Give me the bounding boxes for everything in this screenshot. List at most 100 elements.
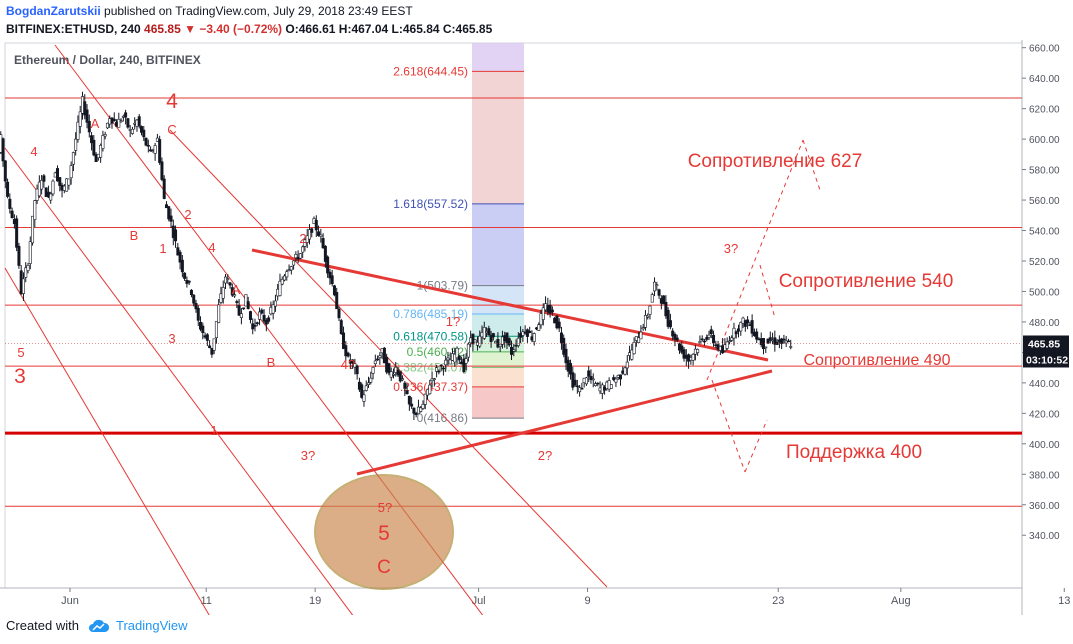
- last-price: 465.85: [144, 22, 181, 36]
- candle-body: [189, 289, 193, 296]
- candle-body: [666, 310, 670, 327]
- candle-body: [489, 335, 493, 342]
- candle-body: [56, 168, 60, 182]
- fib-level-label: 0.786(485.19): [393, 307, 468, 321]
- y-tick-label: 620.00: [1029, 105, 1060, 116]
- candle-body: [337, 308, 341, 319]
- candle-body: [149, 149, 153, 152]
- candle-body: [550, 309, 554, 313]
- fib-band: [472, 203, 524, 286]
- annotation-label: A: [232, 282, 241, 297]
- candle-body: [235, 301, 239, 303]
- candle-body: [40, 180, 44, 190]
- candle-body: [137, 116, 141, 127]
- candle-body: [360, 384, 364, 398]
- candle-body: [126, 118, 130, 128]
- candle-body: [99, 144, 103, 158]
- candle-body: [10, 210, 14, 219]
- candle-body: [194, 303, 198, 310]
- candle-body: [378, 355, 382, 358]
- candle-body: [435, 367, 439, 372]
- annotation-label: 3: [14, 365, 26, 388]
- candle-body: [160, 161, 164, 180]
- candle-body: [76, 121, 80, 140]
- candle-body: [589, 376, 593, 380]
- y-tick-label: 380.00: [1029, 470, 1060, 481]
- candle-body: [662, 295, 666, 305]
- annotation-label: C: [377, 557, 391, 578]
- author-name[interactable]: BogdanZarutskii: [6, 4, 101, 18]
- x-tick-label: Aug: [891, 595, 911, 607]
- candle-body: [700, 338, 704, 341]
- candle-body: [650, 294, 654, 303]
- candle-body: [727, 340, 731, 343]
- annotation-label: 2: [299, 231, 306, 246]
- annotation-label: 3: [168, 331, 175, 346]
- candle-body: [278, 280, 282, 296]
- candle-body: [743, 320, 747, 327]
- candle-body: [559, 332, 563, 343]
- candle-body: [641, 327, 645, 330]
- candle-body: [192, 294, 196, 304]
- candle-body: [403, 382, 407, 389]
- candle-body: [85, 109, 89, 123]
- candle-body: [146, 145, 150, 147]
- candle-body: [512, 349, 516, 352]
- ohlc-low: L:465.84: [391, 22, 440, 36]
- fib-level-label: 0(416.86): [417, 411, 468, 425]
- annotation-label: 5?: [378, 500, 392, 515]
- candle-body: [623, 367, 627, 375]
- price-chart[interactable]: 340.00360.00380.00400.00420.00440.00460.…: [0, 40, 1073, 615]
- candle-body: [516, 337, 520, 346]
- candle-body: [362, 394, 366, 402]
- candle-body: [466, 343, 470, 358]
- candle-body: [355, 365, 359, 375]
- candle-body: [491, 333, 495, 338]
- candle-body: [464, 358, 468, 364]
- candle-body: [764, 346, 768, 349]
- candle-body: [289, 266, 293, 271]
- y-tick-label: 440.00: [1029, 379, 1060, 390]
- candle-body: [548, 304, 552, 314]
- tradingview-logo[interactable]: TradingView: [88, 618, 188, 633]
- candle-body: [187, 280, 191, 283]
- candle-body: [140, 126, 144, 133]
- candle-body: [521, 331, 525, 336]
- candle-body: [702, 340, 706, 343]
- symbol-info: BITFINEX:ETHUSD, 240 465.85 ▼ −3.40 (−0.…: [6, 22, 492, 36]
- x-tick-label: 23: [772, 595, 784, 607]
- annotation-label: 1: [210, 423, 217, 438]
- candle-body: [775, 341, 779, 345]
- annotation-label: Сопротивление 627: [688, 151, 863, 172]
- candle-body: [319, 234, 323, 237]
- projection-dashed-line: [711, 379, 746, 473]
- candle-body: [569, 363, 573, 375]
- candle-body: [292, 260, 296, 266]
- candle-body: [755, 331, 759, 340]
- candle-body: [49, 193, 53, 201]
- candle-body: [112, 118, 116, 122]
- candle-body: [330, 275, 334, 285]
- candle-body: [298, 253, 302, 259]
- candle-body: [74, 138, 78, 151]
- annotation-label: 1?: [446, 314, 460, 329]
- candle-body: [167, 206, 171, 220]
- candle-body: [446, 357, 450, 361]
- candle-body: [51, 180, 55, 195]
- ohlc-close: C:465.85: [442, 22, 493, 36]
- y-tick-label: 400.00: [1029, 440, 1060, 451]
- annotation-label: C: [167, 122, 176, 137]
- last-price-label: 465.85: [1028, 338, 1060, 350]
- candle-body: [705, 337, 709, 340]
- candle-body: [453, 353, 457, 363]
- candle-body: [376, 358, 380, 361]
- candle-body: [67, 178, 71, 186]
- candle-body: [162, 178, 166, 199]
- candle-body: [323, 245, 327, 262]
- candle-body: [739, 322, 743, 332]
- candle-body: [228, 282, 232, 286]
- fib-band: [472, 71, 524, 204]
- candle-body: [668, 320, 672, 328]
- candle-body: [562, 337, 566, 355]
- y-tick-label: 500.00: [1029, 287, 1060, 298]
